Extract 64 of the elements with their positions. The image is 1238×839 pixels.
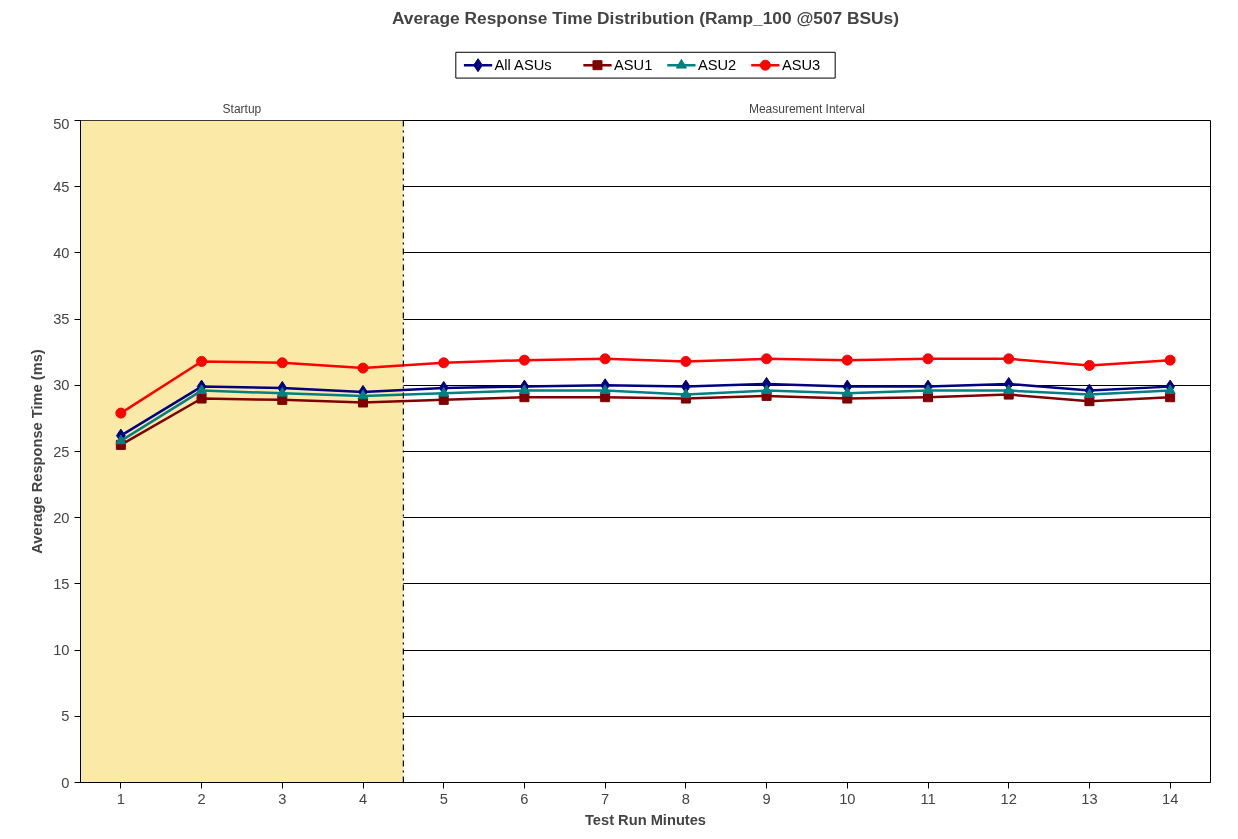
point bbox=[680, 388, 692, 398]
x-tick-label: 4 bbox=[358, 790, 368, 807]
legend-label: ASU3 bbox=[781, 57, 821, 74]
y-tick-label: 10 bbox=[53, 642, 70, 659]
point bbox=[196, 393, 207, 404]
y-tick-label: 15 bbox=[53, 575, 70, 592]
y-tick-label: 40 bbox=[53, 244, 70, 261]
x-tick-label: 9 bbox=[762, 790, 771, 807]
point bbox=[196, 384, 208, 394]
text: Measurement Interval bbox=[748, 101, 865, 116]
band-label: Startup bbox=[222, 101, 262, 116]
point bbox=[518, 354, 530, 366]
x-tick-label: 11 bbox=[920, 790, 936, 807]
x-tick-label: 10 bbox=[839, 790, 856, 807]
y-tick-label: 20 bbox=[53, 509, 70, 526]
x-tick-label: 6 bbox=[520, 790, 529, 807]
point bbox=[438, 386, 450, 397]
y-tick-label: 50 bbox=[53, 115, 70, 132]
point bbox=[1164, 384, 1176, 394]
y-tick-label: 35 bbox=[53, 311, 70, 328]
x-axis-title: Test Run Minutes bbox=[584, 811, 707, 828]
x-tick-label: 13 bbox=[1081, 790, 1098, 807]
x-tick-label: 7 bbox=[601, 790, 610, 807]
y-tick-label: 5 bbox=[61, 708, 70, 725]
point bbox=[761, 384, 773, 394]
point bbox=[1003, 384, 1015, 394]
point bbox=[599, 384, 611, 394]
x-tick-label: 5 bbox=[439, 790, 448, 807]
point bbox=[1083, 359, 1095, 371]
point bbox=[196, 355, 208, 367]
point bbox=[1164, 354, 1176, 366]
y-tick-label: 45 bbox=[53, 178, 70, 195]
point bbox=[438, 357, 450, 369]
chart-title: Average Response Time Distribution (Ramp_100 @507 BSUs) bbox=[391, 7, 900, 28]
x-tick-label: 12 bbox=[1000, 790, 1017, 807]
legend-label: ASU1 bbox=[614, 57, 653, 74]
point bbox=[358, 397, 368, 408]
point bbox=[115, 434, 127, 445]
point bbox=[922, 353, 934, 365]
y-tick-label: 25 bbox=[53, 443, 70, 460]
legend-label: ASU2 bbox=[697, 57, 737, 74]
point bbox=[518, 384, 530, 394]
point bbox=[922, 384, 934, 394]
point bbox=[680, 355, 692, 367]
point bbox=[761, 353, 773, 365]
y-axis-title: Average Response Time (ms) bbox=[29, 349, 46, 554]
point bbox=[841, 386, 853, 397]
y-tick-label: 30 bbox=[53, 377, 70, 394]
point bbox=[841, 354, 853, 366]
point bbox=[599, 353, 611, 365]
point bbox=[1003, 353, 1015, 365]
legend-label: All ASUs bbox=[494, 57, 552, 74]
point bbox=[1083, 388, 1095, 398]
point bbox=[276, 386, 288, 397]
point bbox=[357, 389, 369, 400]
point bbox=[357, 362, 369, 374]
x-tick-label: 3 bbox=[278, 790, 287, 807]
x-tick-label: 1 bbox=[116, 790, 125, 807]
x-tick-label: 8 bbox=[681, 790, 690, 807]
point bbox=[115, 407, 127, 419]
x-tick-label: 2 bbox=[197, 790, 206, 807]
y-tick-label: 0 bbox=[61, 774, 70, 791]
x-tick-label: 14 bbox=[1161, 790, 1179, 807]
point bbox=[276, 357, 288, 369]
